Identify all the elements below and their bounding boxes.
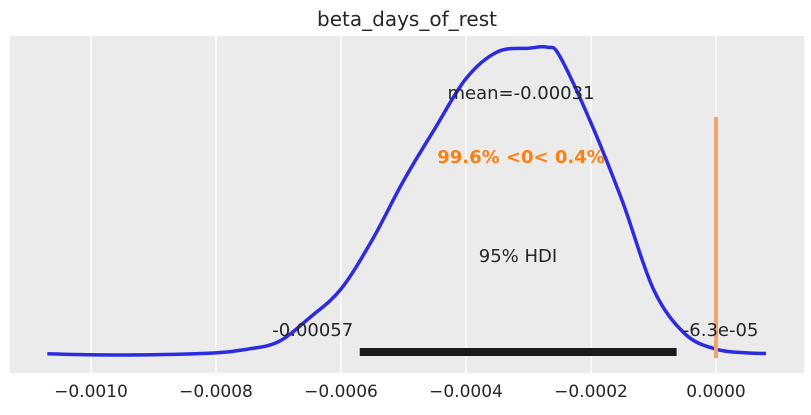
hdi-label: 95% HDI <box>479 246 557 267</box>
density-curve <box>47 44 767 357</box>
chart-title: beta_days_of_rest <box>317 7 497 31</box>
x-tick-label: 0.0000 <box>686 382 745 402</box>
x-tick-label: −0.0010 <box>54 382 128 402</box>
probability-label: 99.6% <0< 0.4% <box>437 147 605 168</box>
x-axis-ticks: −0.0010 −0.0008 −0.0006 −0.0004 −0.0002 0.000… <box>54 382 746 402</box>
x-tick-label: −0.0008 <box>179 382 253 402</box>
x-tick-label: −0.0004 <box>429 382 503 402</box>
hdi-low-label: -0.00057 <box>272 320 353 341</box>
hdi-high-label: -6.3e-05 <box>683 320 759 341</box>
mean-label: mean=-0.00031 <box>447 83 594 104</box>
x-tick-label: −0.0002 <box>554 382 628 402</box>
x-tick-label: −0.0006 <box>304 382 378 402</box>
